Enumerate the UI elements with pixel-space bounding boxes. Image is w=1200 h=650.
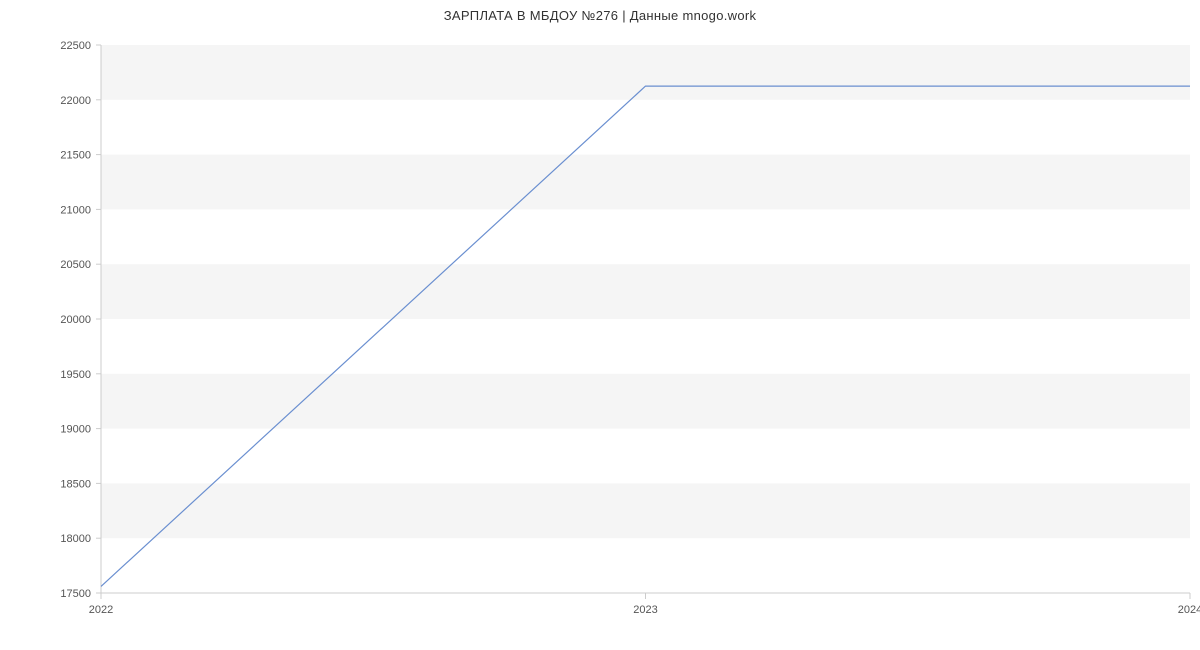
x-tick-label: 2024 bbox=[1178, 604, 1200, 616]
y-tick-label: 21000 bbox=[60, 204, 91, 216]
y-tick-label: 20500 bbox=[60, 259, 91, 271]
chart-svg: 17500 18000 18500 19000 19500 20000 20500 21000… bbox=[0, 0, 1200, 650]
y-tick-label: 18000 bbox=[60, 533, 91, 545]
chart-title: ЗАРПЛАТА В МБДОУ №276 | Данные mnogo.wor… bbox=[0, 8, 1200, 23]
y-tick-label: 20000 bbox=[60, 314, 91, 326]
y-tick-label: 21500 bbox=[60, 150, 91, 162]
y-tick-label: 19000 bbox=[60, 424, 91, 436]
y-tick-label: 18500 bbox=[60, 478, 91, 490]
x-tick-label: 2022 bbox=[89, 604, 113, 616]
grid-band bbox=[101, 374, 1190, 429]
grid-band bbox=[101, 264, 1190, 319]
y-tick-label: 17500 bbox=[60, 588, 91, 600]
salary-line-chart: ЗАРПЛАТА В МБДОУ №276 | Данные mnogo.wor… bbox=[0, 0, 1200, 650]
y-tick-label: 22500 bbox=[60, 40, 91, 52]
grid-band bbox=[101, 155, 1190, 210]
y-tick-label: 22000 bbox=[60, 95, 91, 107]
x-tick-label: 2023 bbox=[633, 604, 657, 616]
y-tick-label: 19500 bbox=[60, 369, 91, 381]
grid-band bbox=[101, 45, 1190, 100]
grid-band bbox=[101, 483, 1190, 538]
